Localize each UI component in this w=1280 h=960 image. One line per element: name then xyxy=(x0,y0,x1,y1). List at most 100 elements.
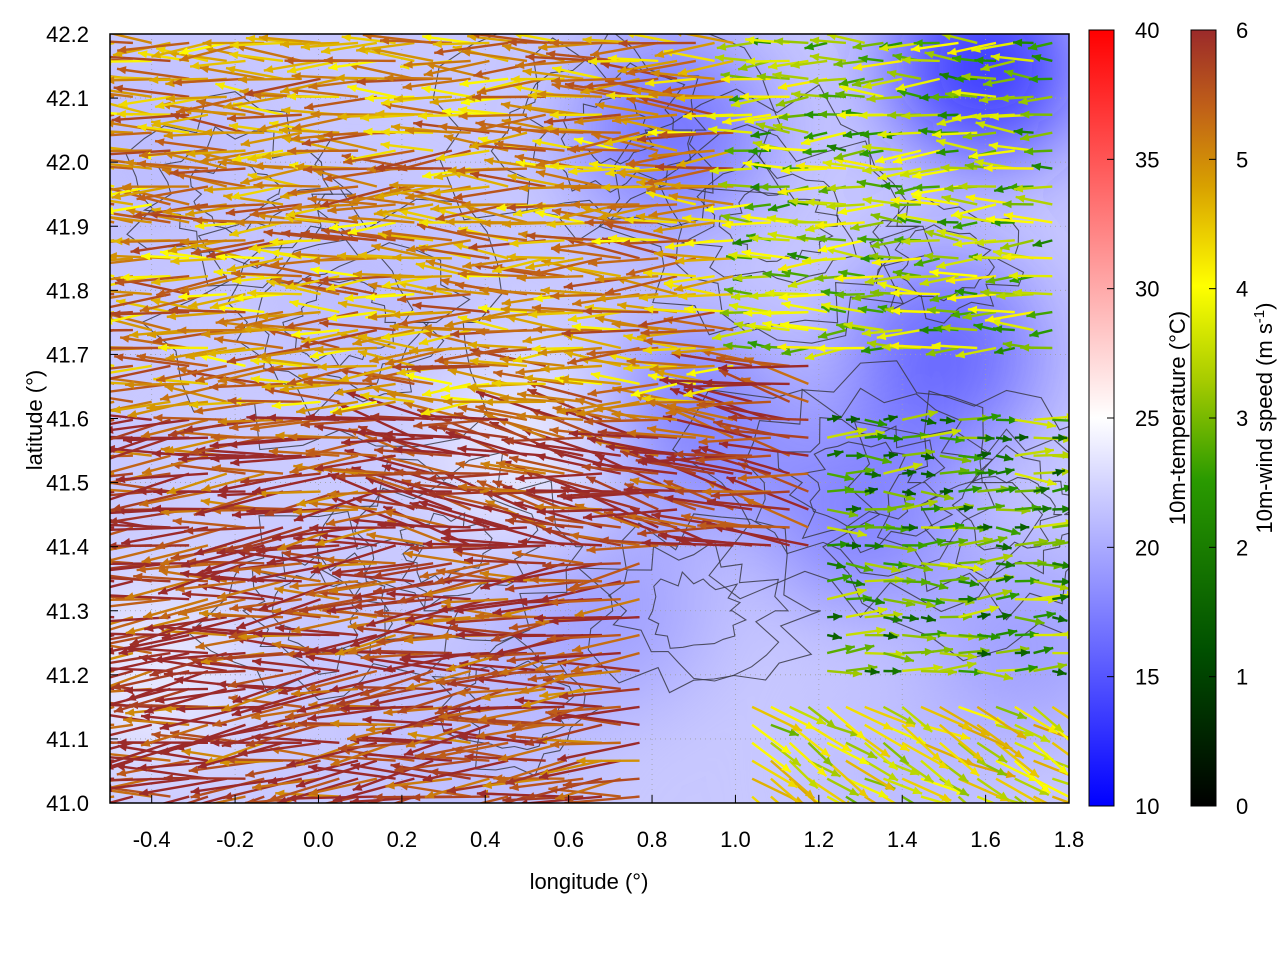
wind-arrow xyxy=(175,95,246,115)
x-tick-label: 1.4 xyxy=(887,827,918,852)
wind-arrow xyxy=(470,651,546,661)
wind-arrow xyxy=(1032,239,1053,248)
wind-arrow xyxy=(531,344,584,353)
wind-arrow xyxy=(118,95,171,108)
wind-arrow xyxy=(455,460,528,475)
wind-arrow xyxy=(704,203,753,214)
wind-arrow xyxy=(638,310,715,329)
wind-arrow xyxy=(110,651,134,661)
wind-arrow xyxy=(995,612,1012,621)
wind-arrow xyxy=(110,436,171,460)
wind-arrow xyxy=(582,508,678,521)
wind-arrow xyxy=(407,731,471,744)
y-tick-label: 41.7 xyxy=(46,342,89,367)
wind-arrow xyxy=(920,490,954,501)
wind-arrow xyxy=(123,686,209,695)
wind-arrow xyxy=(515,472,603,483)
wind-arrow xyxy=(140,418,209,439)
wind-arrow xyxy=(406,239,471,253)
wind-arrow xyxy=(549,162,603,171)
wind-arrow xyxy=(362,715,452,727)
wind-arrow xyxy=(110,436,153,454)
wind-arrow xyxy=(143,615,227,632)
wind-arrow xyxy=(403,550,471,565)
wind-arrow xyxy=(717,180,753,189)
wind-arrow xyxy=(883,434,903,443)
wind-arrow xyxy=(110,795,134,803)
wind-arrow xyxy=(1033,662,1068,673)
wind-arrow xyxy=(941,34,978,45)
wind-arrow xyxy=(456,687,528,697)
wind-arrow xyxy=(405,723,472,748)
wind-arrow xyxy=(698,445,790,475)
wind-arrow xyxy=(190,239,265,256)
wind-arrow xyxy=(883,667,902,676)
wind-arrow xyxy=(402,77,471,91)
wind-arrow xyxy=(110,274,115,278)
wind-arrow xyxy=(901,795,916,803)
wind-arrow xyxy=(164,436,228,454)
wind-arrow xyxy=(242,325,302,334)
wind-arrow xyxy=(845,705,894,731)
wind-arrow xyxy=(118,633,209,656)
wind-arrow xyxy=(999,239,1034,251)
wind-arrow xyxy=(749,234,790,243)
wind-arrow xyxy=(947,41,997,56)
wind-arrow xyxy=(827,540,850,549)
wind-arrow xyxy=(110,526,134,536)
wind-arrow xyxy=(251,472,340,495)
wind-arrow xyxy=(864,432,887,441)
contour-line xyxy=(560,95,655,165)
wind-arrow xyxy=(901,723,943,763)
wind-colorbar-tick-label: 0 xyxy=(1236,794,1248,819)
y-tick-label: 42.1 xyxy=(46,86,89,111)
wind-arrow xyxy=(110,523,171,529)
wind-arrow xyxy=(354,683,434,692)
wind-arrow xyxy=(1052,505,1069,514)
wind-arrow xyxy=(977,434,995,443)
wind-arrow xyxy=(342,149,415,165)
wind-arrow xyxy=(287,146,359,156)
wind-arrow xyxy=(359,391,415,404)
wind-arrow xyxy=(957,795,968,803)
wind-arrow xyxy=(901,562,934,573)
wind-arrow xyxy=(1051,759,1069,769)
wind-arrow xyxy=(936,228,978,242)
wind-arrow xyxy=(225,203,302,217)
wind-arrow xyxy=(958,485,982,494)
wind-arrow xyxy=(920,741,975,767)
wind-arrow xyxy=(421,85,471,98)
wind-arrow xyxy=(889,341,940,350)
wind-arrow xyxy=(157,562,246,595)
wind-arrow xyxy=(574,113,640,126)
wind-arrow xyxy=(936,147,959,157)
wind-arrow xyxy=(941,324,978,333)
wind-arrow xyxy=(1024,147,1053,156)
wind-arrow xyxy=(826,741,870,766)
wind-arrow xyxy=(287,185,359,197)
wind-arrow xyxy=(469,170,546,188)
wind-arrow xyxy=(883,462,923,475)
wind-arrow xyxy=(995,526,1021,536)
wind-arrow xyxy=(247,172,303,188)
wind-arrow xyxy=(804,41,828,51)
wind-arrow xyxy=(373,203,434,217)
wind-arrow xyxy=(544,514,621,529)
wind-colorbar: 0 1 2 3 4 5 6 10m-wind speed (m s-1) xyxy=(1190,18,1277,819)
wind-arrow xyxy=(244,77,321,97)
wind-arrow xyxy=(1027,41,1053,51)
wind-arrow xyxy=(325,555,396,565)
wind-arrow xyxy=(477,795,509,803)
wind-arrow xyxy=(383,705,453,717)
wind-arrow xyxy=(193,400,265,415)
wind-arrow xyxy=(165,346,227,362)
wind-arrow xyxy=(826,449,844,458)
wind-arrow xyxy=(227,396,302,405)
wind-arrow xyxy=(845,606,888,619)
wind-arrow xyxy=(110,472,134,478)
wind-arrow xyxy=(328,59,378,71)
temperature-colorbar: 10 15 20 25 30 35 40 10m-temperature (°C) xyxy=(1088,18,1190,819)
wind-arrow xyxy=(744,202,772,211)
wind-arrow xyxy=(876,328,922,341)
wind-arrow xyxy=(522,103,584,116)
